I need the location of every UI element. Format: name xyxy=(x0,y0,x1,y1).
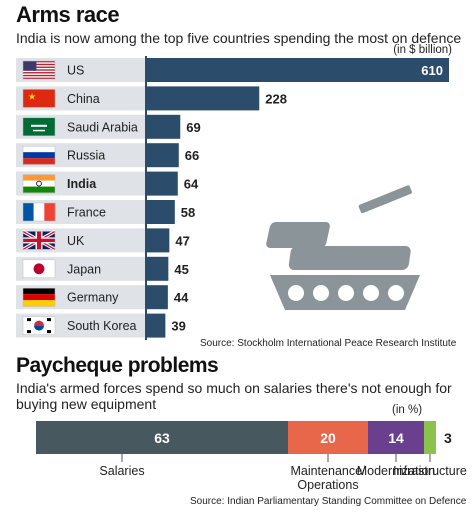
china-flag-icon: ★ xyxy=(22,89,56,108)
value-label-south-korea: 39 xyxy=(171,319,185,334)
value-label-india: 64 xyxy=(184,177,199,192)
bar-row-russia: Russia 66 xyxy=(16,143,199,168)
source-sipri: Source: Stockholm International Peace Re… xyxy=(200,338,457,349)
unit-label-percent: (in %) xyxy=(392,404,423,416)
segment-value-salaries: 63 xyxy=(154,430,170,446)
bar-row-france: France 58 xyxy=(16,200,195,224)
bar-us xyxy=(146,58,449,82)
category-label-china: China xyxy=(67,92,100,106)
defence-spending-bar-chart: US 610 ★ China 228 Saudi Arabia 69 Russia 66 Indi… xyxy=(16,56,449,340)
value-label-uk: 47 xyxy=(175,233,189,248)
subtitle-arms-race: India is now among the top five countrie… xyxy=(16,30,462,46)
bar-row-uk: UK 47 xyxy=(16,228,190,253)
bar-japan xyxy=(146,256,169,281)
value-label-russia: 66 xyxy=(185,148,199,163)
category-label-south-korea: South Korea xyxy=(67,319,137,333)
bar-saudi-arabia xyxy=(146,114,181,139)
segment-value-infrastructure: 3 xyxy=(444,430,452,446)
tank-icon xyxy=(266,185,420,310)
segment-infrastructure xyxy=(424,421,436,454)
segment-salaries xyxy=(36,421,288,454)
title-arms-race: Arms race xyxy=(16,2,120,27)
value-label-us: 610 xyxy=(421,63,443,78)
segment-maintenance-operations xyxy=(288,421,368,454)
bar-row-us: US 610 xyxy=(16,58,449,82)
category-label-us: US xyxy=(67,64,84,78)
segment-label-maintenance-operations: Maintenance/Operations xyxy=(290,464,366,492)
value-label-saudi-arabia: 69 xyxy=(186,120,200,135)
category-label-japan: Japan xyxy=(67,262,101,276)
japan-flag-icon xyxy=(22,259,56,279)
value-label-germany: 44 xyxy=(174,290,189,305)
bar-france xyxy=(146,200,175,224)
category-label-france: France xyxy=(67,206,106,220)
india-flag-icon xyxy=(22,174,56,194)
france-flag-icon xyxy=(22,202,56,222)
segment-label-salaries: Salaries xyxy=(99,464,144,478)
saudi-arabia-flag-icon xyxy=(22,117,56,137)
bar-uk xyxy=(146,228,170,253)
bar-india xyxy=(146,171,178,196)
segment-label-modernization: Modernization xyxy=(357,464,436,478)
bar-row-south-korea: South Korea 39 xyxy=(16,313,186,338)
title-paycheque-problems: Paycheque problems xyxy=(16,354,219,377)
uk-flag-icon xyxy=(22,229,56,251)
category-label-germany: Germany xyxy=(67,291,119,305)
bar-row-china: ★ China 228 xyxy=(16,86,287,111)
south-korea-flag-icon xyxy=(22,316,56,335)
us-flag-icon xyxy=(22,60,56,80)
germany-flag-icon xyxy=(22,287,56,307)
category-label-uk: UK xyxy=(67,234,85,248)
segment-value-modernization: 14 xyxy=(388,430,404,446)
bar-china xyxy=(146,86,260,111)
value-label-france: 58 xyxy=(181,205,195,220)
subtitle-paycheque: India's armed forces spend so much on sa… xyxy=(16,380,452,412)
bar-south-korea xyxy=(146,313,166,338)
bar-germany xyxy=(146,285,168,310)
svg-text:★: ★ xyxy=(28,91,36,101)
source-parliament: Source: Indian Parliamentary Standing Co… xyxy=(190,496,467,507)
category-label-russia: Russia xyxy=(67,149,105,163)
unit-label-billion: (in $ billion) xyxy=(393,44,452,56)
bar-russia xyxy=(146,143,179,168)
bar-row-germany: Germany 44 xyxy=(16,285,189,310)
category-label-india: India xyxy=(67,177,97,191)
value-label-japan: 45 xyxy=(174,262,188,277)
value-label-china: 228 xyxy=(265,91,287,106)
russia-flag-icon xyxy=(22,145,56,165)
bar-row-japan: Japan 45 xyxy=(16,256,189,281)
segment-label-infrastructure: Infrastructure xyxy=(393,464,467,478)
segment-modernization xyxy=(368,421,424,454)
bar-row-india: India 64 xyxy=(16,171,199,196)
category-label-saudi-arabia: Saudi Arabia xyxy=(67,120,138,134)
bar-row-saudi-arabia: Saudi Arabia 69 xyxy=(16,114,201,139)
segment-value-maintenance-operations: 20 xyxy=(320,430,336,446)
